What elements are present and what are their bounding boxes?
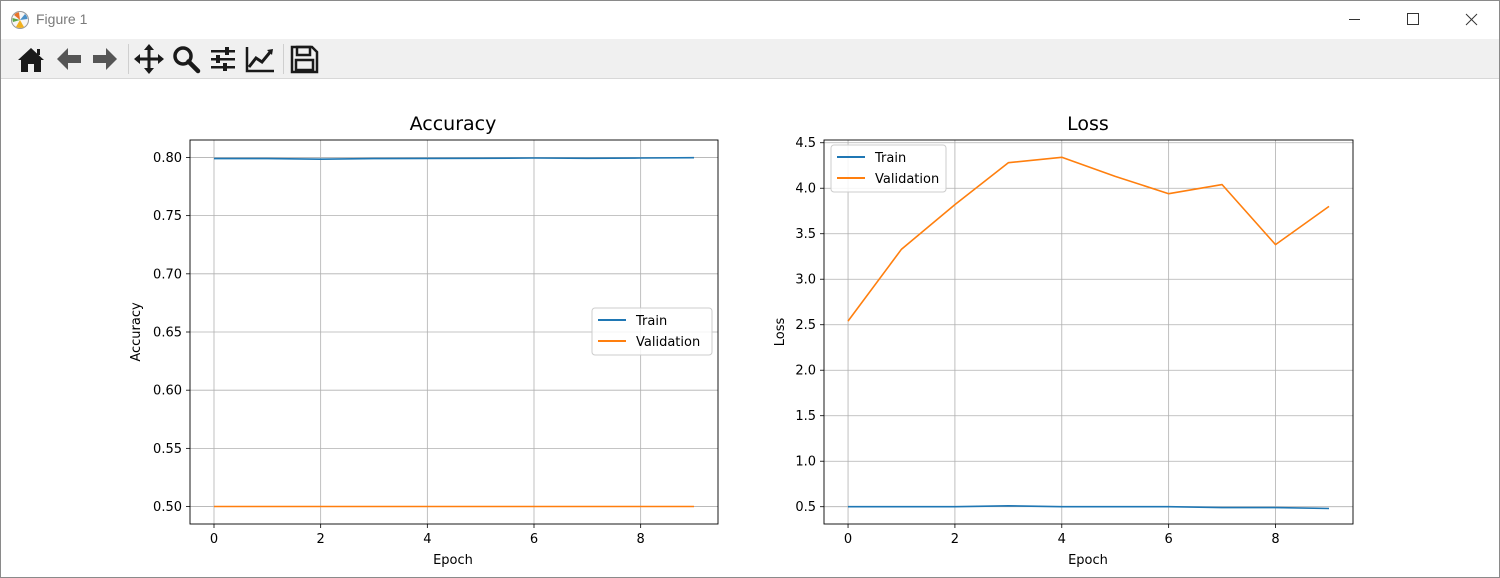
magnifier-icon bbox=[173, 46, 201, 74]
x-tick-label: 6 bbox=[1165, 532, 1173, 547]
series-line-validation bbox=[847, 156, 1330, 322]
plot-area: 0 2 4 6 8 0.50 0.55 0.60 0.65 0.70 0.75 0.80 bbox=[153, 139, 719, 547]
x-tick-label: 2 bbox=[317, 532, 325, 547]
title-bar[interactable]: Figure 1 bbox=[1, 1, 1499, 39]
close-button[interactable] bbox=[1443, 1, 1499, 39]
legend: Train Validation bbox=[830, 144, 947, 193]
y-axis-label: Loss bbox=[773, 318, 788, 347]
zoom-button[interactable] bbox=[169, 42, 203, 76]
axes-frame bbox=[823, 139, 1354, 525]
y-tick-label: 4.5 bbox=[795, 136, 816, 151]
x-axis-label: Epoch bbox=[1068, 553, 1108, 568]
legend-label-validation: Validation bbox=[636, 335, 700, 350]
y-tick-label: 2.5 bbox=[795, 318, 816, 333]
navigation-toolbar bbox=[1, 39, 1499, 79]
maximize-button[interactable] bbox=[1385, 1, 1443, 39]
chart-title: Accuracy bbox=[410, 113, 497, 135]
y-tick-label: 1.5 bbox=[795, 409, 816, 424]
y-tick-label: 0.50 bbox=[153, 500, 182, 515]
plot-area: 0 2 4 6 8 0.5 1.0 1.5 2.0 2.5 3.0 3.5 4.0 4.5 bbox=[795, 136, 1354, 547]
legend: Train Validation bbox=[591, 307, 713, 356]
floppy-disk-icon bbox=[290, 45, 319, 74]
y-tick-label: 0.60 bbox=[153, 384, 182, 399]
back-button[interactable] bbox=[52, 42, 86, 76]
figure-canvas[interactable]: Accuracy Epoch Accuracy 0 2 4 6 80.500.550.6… bbox=[1, 79, 1499, 577]
y-tick-label: 0.75 bbox=[153, 209, 182, 224]
move-icon bbox=[134, 44, 164, 74]
y-tick-label: 4.0 bbox=[795, 182, 816, 197]
minimize-icon bbox=[1349, 19, 1360, 20]
forward-button[interactable] bbox=[88, 42, 122, 76]
window-title: Figure 1 bbox=[36, 11, 88, 27]
legend-label-train: Train bbox=[635, 314, 667, 329]
configure-subplots-button[interactable] bbox=[206, 42, 240, 76]
y-tick-label: 3.0 bbox=[795, 273, 816, 288]
sliders-icon bbox=[211, 47, 235, 71]
y-tick-label: 3.5 bbox=[795, 227, 816, 242]
home-button[interactable] bbox=[14, 42, 48, 76]
legend-label-validation: Validation bbox=[875, 172, 939, 187]
toolbar-separator bbox=[283, 44, 284, 74]
matplotlib-logo-icon bbox=[11, 11, 29, 29]
x-tick-label: 4 bbox=[423, 532, 431, 547]
line-chart-icon bbox=[245, 47, 274, 73]
toolbar-separator bbox=[128, 44, 129, 74]
x-tick-label: 4 bbox=[1058, 532, 1066, 547]
chart-title: Loss bbox=[1067, 113, 1109, 135]
maximize-icon bbox=[1407, 13, 1419, 25]
close-icon bbox=[1465, 13, 1478, 26]
arrow-left-icon bbox=[57, 48, 81, 70]
y-tick-label: 1.0 bbox=[795, 455, 816, 470]
y-tick-label: 0.55 bbox=[153, 442, 182, 457]
minimize-button[interactable] bbox=[1327, 1, 1385, 39]
x-tick-label: 0 bbox=[844, 532, 852, 547]
series-line-train bbox=[848, 504, 1330, 510]
series-line-train bbox=[214, 156, 695, 160]
y-axis-label: Accuracy bbox=[129, 302, 144, 362]
save-button[interactable] bbox=[287, 42, 321, 76]
y-tick-label: 0.65 bbox=[153, 326, 182, 341]
home-icon bbox=[18, 48, 44, 72]
y-tick-label: 0.5 bbox=[795, 500, 816, 515]
pan-button[interactable] bbox=[132, 42, 166, 76]
axes-frame bbox=[189, 139, 719, 525]
loss-axes[interactable]: Loss Epoch Loss 0 2 4 6 8 0.5 1.0 1.5 2.0 2.5 3.0 3… bbox=[773, 113, 1354, 568]
x-tick-label: 6 bbox=[530, 532, 538, 547]
x-tick-label: 8 bbox=[1271, 532, 1279, 547]
arrow-right-icon bbox=[93, 48, 117, 70]
x-axis-label: Epoch bbox=[433, 553, 473, 568]
x-tick-label: 8 bbox=[637, 532, 645, 547]
edit-axis-button[interactable] bbox=[243, 42, 277, 76]
legend-label-train: Train bbox=[874, 151, 906, 166]
accuracy-axes[interactable]: Accuracy Epoch Accuracy 0 2 4 6 8 0.50 0.55 0.6… bbox=[129, 113, 719, 568]
y-tick-label: 0.70 bbox=[153, 267, 182, 282]
y-tick-label: 2.0 bbox=[795, 364, 816, 379]
x-tick-label: 2 bbox=[951, 532, 959, 547]
x-tick-label: 0 bbox=[210, 532, 218, 547]
y-tick-label: 0.80 bbox=[153, 151, 182, 166]
